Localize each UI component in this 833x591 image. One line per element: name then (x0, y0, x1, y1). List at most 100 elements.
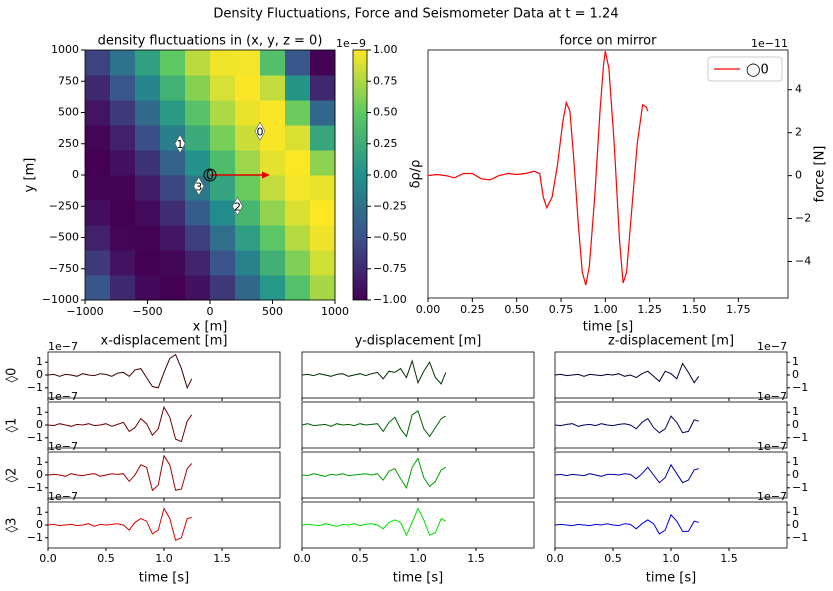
heatmap-cell (135, 250, 161, 276)
y-tick-label: 0 (792, 368, 799, 381)
sensor-marker (254, 121, 266, 141)
heatmap-cell (260, 150, 286, 176)
y-tick-label: 0 (792, 468, 799, 481)
heatmap-cell (260, 50, 286, 76)
heatmap-cell (260, 200, 286, 226)
x-tick-label: 1.5 (467, 552, 485, 565)
heatmap-cell (110, 275, 136, 301)
row-label: ◊1 (5, 418, 20, 433)
heatmap-cell (110, 100, 136, 126)
heatmap-cell (85, 225, 111, 251)
colorbar-offset: 1e−9 (336, 37, 366, 50)
y-tick-label: 500 (58, 106, 79, 119)
heatmap-cell (135, 200, 161, 226)
x-tick-label: 0.25 (460, 303, 485, 316)
heatmap-cell (160, 175, 186, 201)
y-tick-label: 1000 (51, 43, 79, 56)
y-tick-label: 0 (36, 418, 43, 431)
heatmap-cell (285, 150, 311, 176)
x-tick-label: 1.50 (682, 303, 707, 316)
heatmap-cell (310, 225, 336, 251)
x-tick-label: 1.25 (637, 303, 662, 316)
displacement-line (47, 405, 193, 443)
heatmap-cell (235, 150, 261, 176)
y-tick-label: 250 (58, 137, 79, 150)
x-tick-label: 1.00 (593, 303, 618, 316)
heatmap-cell (160, 100, 186, 126)
y2-tick-label: −2 (795, 212, 811, 225)
y-tick-label: 1 (36, 455, 43, 468)
axes-frame (554, 501, 788, 549)
colorbar-tick-label: 1.00 (373, 43, 398, 56)
y-tick-label: 1 (792, 405, 799, 418)
heatmap-cell (310, 250, 336, 276)
heatmap-cell (160, 275, 186, 301)
axis-offset: 1e−11 (751, 37, 788, 50)
colorbar (352, 49, 368, 301)
heatmap-cell (110, 175, 136, 201)
heatmap-cell (210, 75, 236, 101)
y-tick-label: −1 (27, 381, 43, 394)
heatmap-cell (160, 150, 186, 176)
y-axis-label: δρ/ρ (409, 160, 424, 189)
x-tick-label: −1000 (66, 305, 103, 318)
axis-offset: 1e−7 (757, 340, 787, 353)
x-tick-label: 0.00 (416, 303, 441, 316)
heatmap-cell (160, 75, 186, 101)
axes-frame (301, 401, 535, 449)
heatmap-cell (310, 150, 336, 176)
x-tick-label: 1.75 (726, 303, 751, 316)
displacement-line (301, 410, 447, 438)
displacement-line (554, 415, 699, 434)
heatmap-cell (235, 250, 261, 276)
heatmap-cell (135, 150, 161, 176)
axis-offset: 1e−7 (757, 490, 787, 503)
axis-offset: 1e−7 (48, 340, 78, 353)
heatmap-cell (185, 125, 211, 151)
heatmap-cell (285, 100, 311, 126)
x-axis-label: time [s] (583, 320, 633, 335)
y-tick-label: −750 (49, 262, 79, 275)
axes-frame (554, 351, 788, 399)
heatmap-cell (285, 250, 311, 276)
x-axis-label: time [s] (393, 571, 443, 586)
sensor-marker (174, 134, 186, 154)
colorbar-tick-label: −0.25 (373, 199, 407, 212)
y-tick-label: −1 (792, 381, 808, 394)
heatmap-cell (285, 225, 311, 251)
heatmap-cell (185, 50, 211, 76)
heatmap-cell (85, 200, 111, 226)
heatmap-cell (110, 125, 136, 151)
heatmap-cell (260, 75, 286, 101)
mirror-label: 0 (206, 169, 214, 184)
heatmap-cell (135, 125, 161, 151)
heatmap-cell (235, 225, 261, 251)
axis-offset: 1e−7 (757, 440, 787, 453)
heatmap-cell (135, 50, 161, 76)
force-arrowhead (262, 171, 270, 179)
heatmap-cell (210, 250, 236, 276)
x-tick-label: 0.0 (39, 552, 57, 565)
displacement-line (554, 513, 699, 535)
heatmap-cell (110, 225, 136, 251)
x-tick-label: 0.0 (546, 552, 564, 565)
heatmap-cell (235, 100, 261, 126)
colorbar-tick-label: 0.00 (373, 168, 398, 181)
colorbar-tick-label: −0.75 (373, 262, 407, 275)
heatmap-cell (235, 75, 261, 101)
heatmap-cell (160, 225, 186, 251)
heatmap-cell (185, 225, 211, 251)
heatmap-cell (310, 50, 336, 76)
axes-title: force on mirror (560, 34, 658, 49)
heatmap-cell (210, 100, 236, 126)
displacement-line (47, 454, 193, 492)
heatmap-cell (160, 50, 186, 76)
heatmap-cell (235, 50, 261, 76)
heatmap-cell (210, 225, 236, 251)
heatmap-cell (110, 250, 136, 276)
x-tick-label: 0.5 (351, 552, 369, 565)
x-tick-label: 0 (207, 305, 214, 318)
x-tick-label: 0.75 (549, 303, 574, 316)
heatmap-cell (185, 275, 211, 301)
